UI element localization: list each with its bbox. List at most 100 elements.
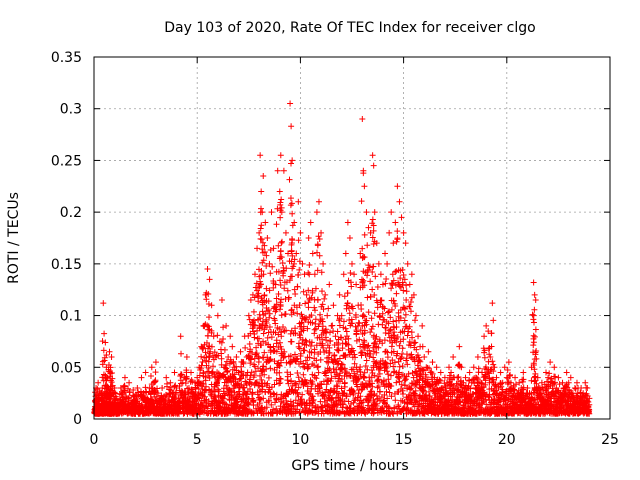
- data-point: [326, 344, 333, 351]
- data-point: [368, 315, 375, 322]
- data-point: [563, 397, 570, 404]
- data-point: [285, 294, 292, 301]
- data-point: [246, 353, 253, 360]
- data-point: [291, 256, 298, 263]
- data-point: [450, 353, 457, 360]
- data-point: [372, 402, 379, 409]
- data-point: [412, 387, 419, 394]
- data-point: [349, 305, 356, 312]
- data-point: [305, 390, 312, 397]
- data-point: [336, 372, 343, 379]
- data-point: [532, 349, 539, 356]
- data-point: [193, 396, 200, 403]
- data-point: [214, 377, 221, 384]
- data-point: [287, 360, 294, 367]
- data-point: [288, 241, 295, 248]
- data-point: [412, 312, 419, 319]
- data-point: [271, 317, 278, 324]
- data-point: [273, 221, 280, 228]
- data-point: [380, 304, 387, 311]
- data-point: [369, 380, 376, 387]
- data-point: [338, 385, 345, 392]
- data-point: [437, 369, 444, 376]
- data-point: [259, 259, 266, 266]
- data-point: [100, 347, 107, 354]
- data-point: [332, 373, 339, 380]
- data-point: [107, 364, 114, 371]
- data-point: [397, 267, 404, 274]
- data-point: [429, 376, 436, 383]
- data-point: [343, 393, 350, 400]
- data-point: [340, 318, 347, 325]
- data-point: [341, 365, 348, 372]
- data-point: [251, 334, 258, 341]
- data-point: [349, 260, 355, 267]
- data-point: [324, 312, 331, 319]
- data-point: [381, 364, 388, 371]
- data-point: [323, 329, 330, 336]
- data-point: [573, 379, 580, 386]
- data-point: [489, 300, 496, 307]
- data-point: [307, 219, 314, 226]
- data-point: [285, 402, 292, 409]
- data-point: [220, 371, 227, 378]
- data-point: [370, 222, 377, 229]
- data-point: [543, 369, 550, 376]
- data-point: [391, 337, 398, 344]
- data-point: [328, 375, 335, 382]
- data-point: [466, 369, 473, 376]
- data-point: [218, 297, 225, 304]
- data-point: [537, 387, 544, 394]
- data-point: [276, 306, 283, 313]
- x-tick-label: 20: [498, 432, 516, 448]
- data-point: [95, 379, 102, 386]
- data-point: [261, 349, 268, 356]
- data-point: [267, 365, 274, 372]
- data-point: [283, 327, 290, 334]
- data-point: [154, 385, 161, 392]
- data-point: [417, 392, 424, 399]
- data-point: [277, 379, 284, 386]
- data-point: [133, 392, 140, 399]
- data-point: [278, 254, 285, 261]
- data-point: [360, 170, 367, 177]
- data-point: [274, 167, 281, 174]
- data-point: [291, 219, 298, 226]
- data-point: [327, 378, 334, 385]
- data-point: [401, 317, 408, 324]
- data-point: [377, 297, 384, 304]
- data-point: [278, 196, 285, 203]
- data-point: [181, 394, 188, 401]
- data-point: [531, 291, 538, 298]
- data-point: [390, 240, 397, 247]
- data-point: [245, 312, 252, 319]
- data-point: [266, 314, 273, 321]
- data-point: [354, 407, 361, 414]
- data-point: [270, 284, 277, 291]
- data-point: [371, 291, 378, 298]
- data-point: [394, 350, 401, 357]
- data-point: [341, 383, 348, 390]
- data-point: [534, 385, 541, 392]
- data-point: [497, 369, 504, 376]
- data-point: [266, 287, 273, 294]
- data-point: [347, 400, 354, 407]
- data-point: [270, 277, 277, 284]
- data-point: [381, 305, 388, 312]
- data-point: [270, 343, 277, 350]
- data-point: [367, 293, 374, 300]
- data-point: [273, 306, 280, 313]
- data-point: [296, 410, 303, 417]
- data-point: [276, 362, 283, 369]
- data-point: [546, 370, 553, 377]
- data-point: [237, 375, 244, 382]
- data-point: [206, 276, 213, 283]
- data-point: [485, 328, 492, 335]
- data-point: [371, 310, 378, 317]
- data-point: [352, 354, 359, 361]
- data-point: [367, 388, 374, 395]
- data-point: [481, 354, 488, 361]
- data-point: [268, 401, 275, 408]
- data-point: [456, 394, 463, 401]
- data-point: [358, 352, 365, 359]
